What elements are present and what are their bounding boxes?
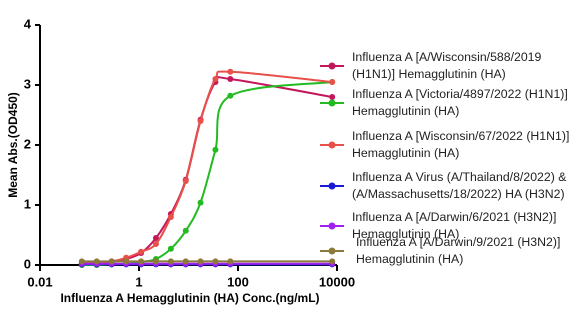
data-point (212, 76, 219, 82)
data-point (197, 258, 204, 265)
data-point (182, 227, 189, 234)
data-point (167, 258, 174, 265)
legend-label: Influenza A [A/Wisconsin/588/2019 (H1N1)… (352, 50, 542, 81)
legend-marker (328, 99, 336, 107)
data-point (138, 248, 145, 255)
data-point (197, 118, 204, 124)
y-axis-title: Mean Abs.(OD450) (6, 92, 20, 198)
data-point (212, 146, 219, 153)
data-point (152, 235, 159, 241)
legend-label: Influenza A [Victoria/4897/2022 (H1N1)] … (352, 87, 568, 118)
y-tick-label: 1 (24, 196, 31, 211)
x-tick-label: 10000 (319, 274, 355, 289)
data-point (329, 94, 336, 100)
data-point (212, 258, 219, 265)
y-tick-label: 3 (24, 76, 31, 91)
legend-label: Influenza A Virus (A/Thailand/8/2022) & … (352, 170, 567, 201)
y-tick-label: 0 (24, 256, 31, 271)
legend-marker (328, 247, 336, 255)
x-axis-title: Influenza A Hemagglutinin (HA) Conc.(ng/… (60, 291, 319, 305)
data-point (182, 178, 189, 184)
fit-line (81, 70, 333, 265)
data-point (329, 79, 336, 85)
data-point (227, 68, 234, 75)
data-point (197, 199, 204, 206)
data-point (227, 76, 234, 82)
data-point (93, 258, 100, 265)
data-point (227, 258, 234, 265)
data-point (78, 258, 85, 265)
legend-marker (328, 62, 336, 70)
legend-marker (328, 182, 336, 190)
legend-marker (328, 222, 336, 230)
legend-label: Influenza A [Wisconsin/67/2022 (H1N1)] H… (352, 129, 570, 160)
data-point (167, 245, 174, 252)
x-tick-label: 100 (227, 274, 249, 289)
x-tick-label: 1 (135, 274, 142, 289)
legend-label: Influenza A [A/Darwin/9/2021 (H3N2)] Hem… (356, 235, 561, 266)
data-point (138, 258, 145, 265)
legend-marker (328, 141, 336, 149)
data-point (329, 258, 336, 265)
data-point (123, 258, 130, 265)
y-tick-label: 2 (24, 136, 31, 151)
x-tick-label: 0.01 (27, 274, 52, 289)
fit-line (81, 76, 333, 265)
fit-line (81, 81, 333, 267)
data-point (152, 241, 159, 247)
data-point (108, 258, 115, 265)
data-point (167, 214, 174, 220)
data-point (227, 92, 234, 99)
data-point (152, 258, 159, 265)
legend-label: Influenza A [A/Darwin/6/2021 (H3N2)] Hem… (352, 210, 557, 241)
data-point (182, 258, 189, 265)
y-tick-label: 4 (24, 16, 32, 31)
